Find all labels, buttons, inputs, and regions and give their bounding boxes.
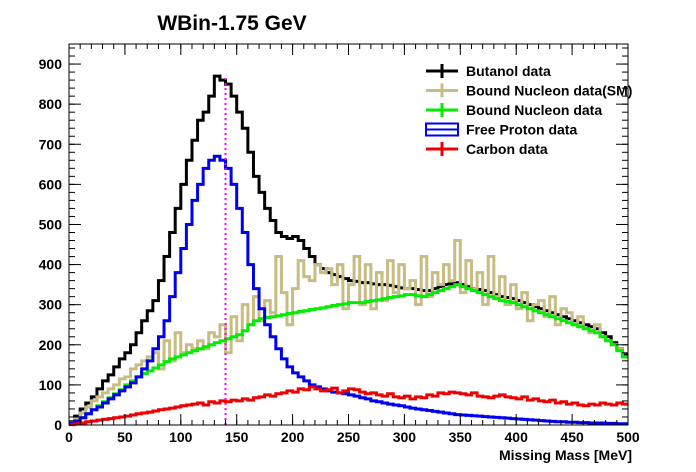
legend-item-bound-nucleon-data-sm: Bound Nucleon data(SM) (426, 83, 632, 99)
x-tick-label: 200 (281, 429, 305, 445)
y-tick-label: 200 (39, 337, 63, 353)
y-tick-label: 0 (54, 417, 62, 433)
y-tick-label: 800 (39, 96, 63, 112)
legend-label: Bound Nucleon data(SM) (466, 83, 632, 99)
x-tick-label: 350 (449, 429, 473, 445)
x-tick-label: 150 (225, 429, 249, 445)
legend-item-free-proton-data: Free Proton data (425, 122, 577, 138)
x-tick-label: 250 (337, 429, 361, 445)
legend-item-bound-nucleon-data: Bound Nucleon data (426, 102, 602, 118)
legend: Butanol data Bound Nucleon data(SM) Bound … (425, 63, 632, 157)
x-tick-label: 400 (505, 429, 529, 445)
legend-label: Butanol data (466, 63, 551, 79)
legend-label: Carbon data (466, 141, 548, 157)
series-carbon-data (69, 385, 628, 427)
y-tick-label: 500 (39, 216, 63, 232)
chart-title: WBin-1.75 GeV (157, 12, 306, 35)
y-tick-label: 100 (39, 377, 63, 393)
x-tick-label: 300 (393, 429, 417, 445)
x-tick-label: 500 (616, 429, 640, 445)
x-tick-label: 50 (117, 429, 133, 445)
y-tick-label: 900 (39, 56, 63, 72)
series-layer (69, 74, 628, 427)
legend-item-carbon-data: Carbon data (426, 141, 548, 157)
y-tick-label: 300 (39, 297, 63, 313)
legend-label: Free Proton data (466, 122, 577, 138)
legend-label: Bound Nucleon data (466, 102, 602, 118)
x-tick-label: 0 (65, 429, 73, 445)
x-tick-label: 450 (560, 429, 584, 445)
y-tick-label: 700 (39, 136, 63, 152)
legend-item-butanol-data: Butanol data (426, 63, 551, 79)
axes-layer: 0 50 100 150 200 250 300 350 400 450 500 0 100 200 300… (39, 43, 640, 445)
series-bound-nucleon-data (69, 283, 628, 426)
y-tick-label: 400 (39, 257, 63, 273)
x-tick-label: 100 (169, 429, 193, 445)
y-tick-label: 600 (39, 176, 63, 192)
x-axis-title: Missing Mass [MeV] (499, 447, 632, 463)
